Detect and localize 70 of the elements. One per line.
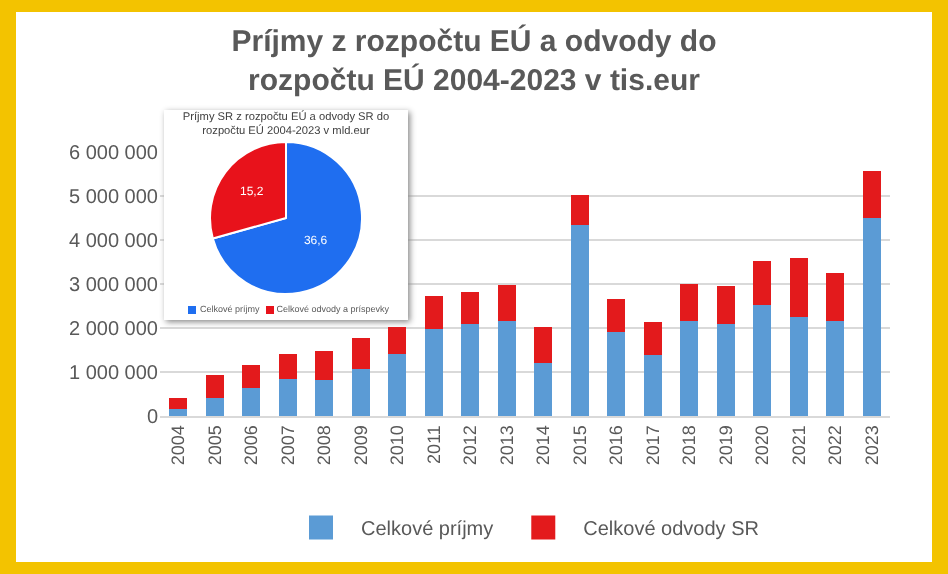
bar [716, 286, 735, 324]
x-tick-label: 2006 [241, 425, 262, 466]
bar [205, 374, 224, 398]
x-tick-label: 2005 [204, 425, 225, 466]
x-tick-label: 2013 [496, 425, 517, 466]
bar [643, 322, 662, 355]
bar [388, 327, 407, 355]
bar [351, 369, 370, 416]
bar [789, 258, 808, 317]
bar [534, 362, 553, 416]
bar [169, 397, 188, 410]
y-tick-label: 5 000 000 [69, 187, 159, 209]
x-tick-label: 2010 [387, 425, 408, 466]
x-tick-label: 2012 [460, 425, 481, 466]
bar [242, 364, 261, 389]
bar [570, 194, 589, 226]
y-tick-label: 4 000 000 [69, 231, 159, 253]
bar [424, 328, 443, 416]
y-tick-label: 1 000 000 [69, 363, 159, 385]
bar [716, 323, 735, 416]
bar [497, 284, 516, 321]
bar [680, 284, 699, 321]
x-tick-label: 2007 [277, 425, 298, 466]
bar [388, 354, 407, 416]
bar [862, 218, 881, 416]
x-tick-label: 2009 [350, 425, 371, 466]
x-tick-label: 2023 [861, 425, 882, 466]
x-tick-label: 2004 [168, 425, 189, 466]
bar [534, 327, 553, 363]
bar [607, 298, 626, 332]
bar [607, 331, 626, 416]
bar [205, 397, 224, 416]
bar [315, 379, 334, 416]
x-tick-label: 2022 [825, 425, 846, 466]
legend-label: Celkové príjmy [361, 519, 494, 542]
y-tick-label: 3 000 000 [69, 275, 159, 297]
x-tick-label: 2019 [715, 425, 736, 466]
x-tick-label: 2015 [569, 425, 590, 466]
bar [789, 317, 808, 416]
x-tick-label: 2008 [314, 425, 335, 466]
x-tick-label: 2017 [642, 425, 663, 466]
x-tick-label: 2020 [752, 425, 773, 466]
legend-label: Celkové odvody SR [583, 519, 759, 542]
bar [862, 170, 881, 219]
bar [424, 296, 443, 329]
x-tick-label: 2016 [606, 425, 627, 466]
bar [753, 305, 772, 416]
bar [278, 354, 297, 380]
bar [826, 320, 845, 416]
chart-title: Príjmy z rozpočtu EÚ a odvody do rozpočtu EÚ 2004-2023 v tis.eur [231, 22, 717, 98]
bar [278, 379, 297, 416]
bar [826, 273, 845, 321]
x-tick-label: 2021 [788, 425, 809, 466]
bar [461, 324, 480, 416]
bar [242, 388, 261, 416]
y-tick-label: 0 [146, 407, 159, 429]
bar [315, 351, 334, 380]
bar [351, 338, 370, 370]
y-tick-label: 6 000 000 [69, 143, 159, 165]
y-tick-label: 2 000 000 [69, 319, 159, 341]
bar [680, 320, 699, 416]
bar [461, 291, 480, 325]
bar [169, 409, 188, 416]
bar [753, 261, 772, 306]
x-tick-label: 2011 [423, 425, 444, 464]
bar [497, 320, 516, 416]
bar [570, 225, 589, 416]
x-tick-label: 2018 [679, 425, 700, 466]
x-tick-label: 2014 [533, 425, 554, 466]
bar [643, 354, 662, 416]
